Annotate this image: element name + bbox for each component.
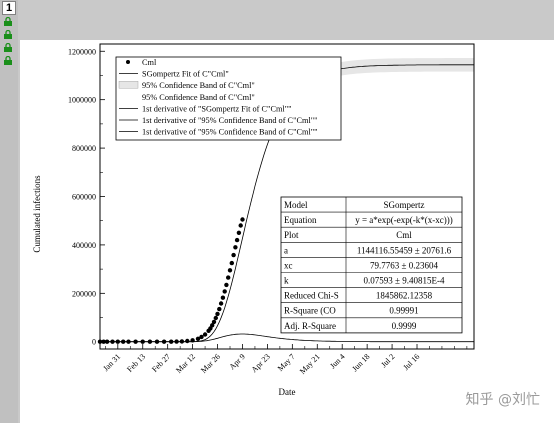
table-row-label: Plot — [284, 230, 299, 240]
data-point — [222, 289, 227, 294]
table-row-label: a — [284, 245, 288, 255]
x-tick-label: Feb 27 — [150, 352, 172, 374]
data-point — [220, 295, 226, 300]
data-point — [227, 268, 233, 273]
data-point — [174, 339, 179, 344]
data-point — [154, 339, 160, 344]
x-tick-label: Jul 16 — [401, 352, 421, 372]
legend-box — [115, 56, 342, 141]
data-point — [147, 339, 153, 344]
x-tick-label: Apr 9 — [227, 352, 246, 371]
stats-table: Model SGompertz Equation y = a*exp(-exp(-k*… — [280, 196, 463, 334]
y-tick-label: 200000 — [72, 289, 96, 298]
y-tick-label: 1200000 — [68, 47, 96, 56]
data-point — [231, 252, 236, 258]
y-axis-label: Cumulated infections — [32, 175, 42, 253]
lock-icon[interactable] — [3, 30, 13, 39]
data-point — [238, 223, 243, 228]
legend: Cml SGompertz Fit of C"Cml" 95% Confidence… — [115, 56, 342, 141]
legend-label: SGompertz Fit of C"Cml" — [142, 70, 229, 79]
x-tick-label: Jun 18 — [350, 352, 371, 373]
table-row-value: Cml — [396, 230, 412, 240]
x-tick-label: May 7 — [276, 352, 297, 373]
data-point — [226, 275, 231, 280]
data-point — [104, 339, 110, 344]
data-point — [195, 336, 201, 341]
legend-label: 1st derivative of "SGompertz Fit of C"Cm… — [142, 104, 292, 113]
x-tick-label: Mar 12 — [174, 352, 197, 375]
table-row-label: Reduced Chi-S — [284, 291, 339, 301]
data-point — [211, 319, 217, 325]
data-point — [126, 339, 131, 344]
x-tick-label: May 21 — [298, 352, 322, 376]
table-border — [280, 196, 463, 334]
data-point — [240, 217, 245, 222]
data-point — [202, 332, 208, 337]
lock-icon[interactable] — [3, 43, 13, 52]
table-row-value: SGompertz — [384, 200, 425, 210]
table-row-value: 79.7763 ± 0.23604 — [370, 260, 438, 270]
table-row-label: xc — [284, 260, 293, 270]
data-point — [179, 339, 185, 344]
data-point — [115, 339, 121, 344]
data-point — [185, 338, 190, 344]
data-point — [199, 334, 204, 340]
table-row-value: 1144116.55459 ± 20761.6 — [357, 245, 452, 255]
data-point — [233, 245, 238, 250]
data-point — [229, 260, 234, 266]
data-point — [224, 282, 229, 288]
y-tick-label: 400000 — [72, 241, 96, 250]
table-row-label: Model — [284, 200, 308, 210]
data-point — [169, 339, 174, 344]
x-tick-label: Mar 26 — [199, 352, 222, 375]
data-point — [210, 323, 215, 328]
x-tick-label: Jan 31 — [101, 352, 122, 373]
data-point — [234, 237, 240, 243]
legend-label: 1st derivative of "95% Confidence Band o… — [142, 128, 318, 137]
table-row-label: Equation — [284, 215, 317, 225]
table-row-label: R-Square (CO — [284, 306, 336, 316]
data-point — [161, 339, 167, 344]
page-number-tab[interactable]: 1 — [2, 1, 16, 15]
x-axis-label: Date — [279, 387, 296, 397]
data-point — [190, 338, 195, 343]
legend-dot-marker — [126, 60, 130, 64]
table-row-label: Adj. R-Square — [284, 321, 336, 331]
data-point — [215, 311, 220, 317]
legend-label: 95% Confidence Band of C"Cml" — [142, 93, 255, 102]
data-point — [217, 306, 222, 312]
data-point — [133, 339, 138, 344]
data-point — [110, 339, 115, 344]
data-point — [140, 339, 145, 344]
legend-label: 95% Confidence Band of C"Cml" — [142, 81, 255, 90]
data-point — [218, 301, 224, 306]
data-point — [236, 230, 242, 235]
table-row-value: 1845862.12358 — [376, 291, 433, 301]
data-point — [213, 315, 218, 321]
table-row-value: 0.99991 — [389, 306, 418, 316]
y-tick-label: 600000 — [72, 193, 96, 202]
x-tick-label: Jul 2 — [379, 352, 396, 369]
y-tick-label: 1000000 — [68, 96, 96, 105]
x-tick-label: Feb 13 — [125, 352, 147, 374]
lock-icon[interactable] — [3, 17, 13, 26]
legend-label: 1st derivative of "95% Confidence Band o… — [142, 116, 318, 125]
x-tick-label: Apr 23 — [250, 352, 272, 374]
data-point — [121, 339, 126, 344]
layer-sidebar: 1 — [0, 0, 18, 423]
y-tick-label: 800000 — [72, 144, 96, 153]
lock-icon[interactable] — [3, 56, 13, 65]
watermark-text: 知乎 @刘忙 — [465, 392, 540, 408]
legend-label: Cml — [142, 58, 157, 67]
table-row-value: y = a*exp(-exp(-k*(x-xc))) — [355, 215, 453, 225]
legend-band-marker — [118, 80, 139, 89]
table-row-value: 0.9999 — [392, 321, 417, 331]
y-tick-label: 0 — [92, 338, 96, 347]
table-row-value: 0.07593 ± 9.40815E-4 — [364, 276, 445, 286]
x-tick-label: Jun 4 — [328, 352, 346, 370]
table-row-label: k — [284, 276, 289, 286]
